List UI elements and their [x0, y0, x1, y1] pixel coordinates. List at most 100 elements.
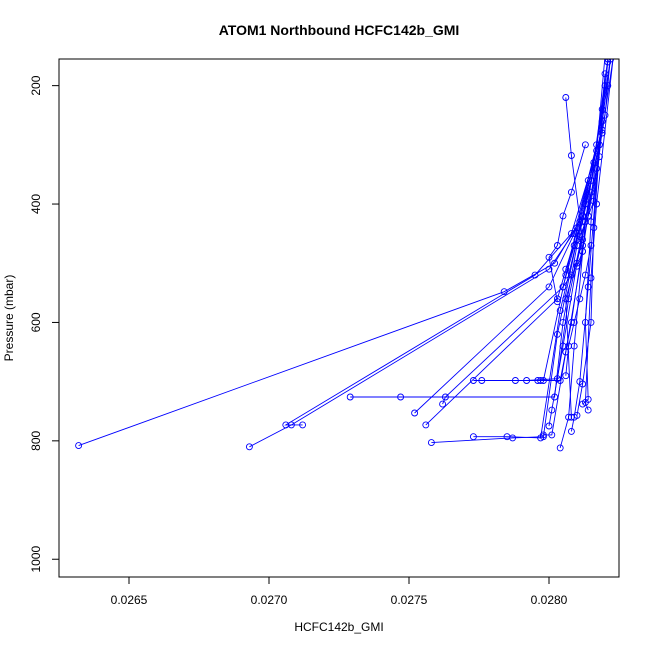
data-point-0-9-0 — [469, 377, 477, 384]
data-point-0-11-0 — [537, 377, 545, 384]
series-line-0-5 — [425, 59, 611, 426]
data-point-0-13-1 — [548, 406, 556, 414]
series-line-0-0 — [78, 59, 611, 447]
data-point-0-20-5 — [581, 141, 589, 149]
data-point-0-15-1 — [567, 152, 575, 159]
series-line-0-13 — [548, 168, 598, 427]
series-line-0-18 — [582, 61, 609, 405]
data-point-0-21-1 — [579, 247, 587, 255]
series-line-0-23 — [565, 245, 592, 376]
series-line-0-20 — [548, 144, 586, 302]
data-point-0-18-2 — [581, 318, 589, 326]
data-point-0-12-0 — [539, 431, 547, 439]
data-point-0-21-5 — [598, 126, 606, 134]
data-point-0-15-3 — [562, 295, 570, 303]
data-point-0-7-1 — [441, 393, 449, 401]
series-line-0-15 — [565, 97, 584, 418]
plot-frame — [58, 58, 620, 578]
data-point-0-20-0 — [553, 298, 561, 306]
data-point-0-16-0 — [567, 427, 575, 435]
x-axis-label: HCFC142b_GMI — [294, 620, 383, 634]
data-point-0-23-0 — [562, 372, 570, 380]
data-point-0-22-5 — [587, 176, 595, 184]
y-axis-label: Pressure (mbar) — [2, 275, 16, 362]
data-point-0-20-4 — [567, 188, 575, 196]
data-point-0-4-0 — [411, 409, 419, 417]
series-line-0-14 — [559, 85, 606, 449]
data-point-0-19-4 — [611, 59, 616, 60]
chart-title: ATOM1 Northbound HCFC142b_GMI — [219, 22, 460, 38]
data-point-0-8-0 — [469, 433, 477, 441]
data-point-0-19-2 — [587, 274, 595, 282]
data-point-0-8-1 — [503, 433, 511, 441]
y-tick-label: 600 — [29, 312, 43, 332]
x-tick-label: 0.0275 — [391, 593, 428, 607]
data-point-0-20-2 — [553, 242, 561, 249]
data-point-0-4-2 — [570, 230, 578, 238]
x-axis: 0.0265 0.0270 0.0275 0.0280 — [111, 576, 568, 607]
data-layer — [75, 59, 616, 452]
data-point-0-20-1 — [545, 253, 553, 261]
data-point-0-23-3 — [576, 295, 584, 303]
data-point-0-19-0 — [584, 406, 592, 414]
data-point-0-14-0 — [556, 444, 564, 452]
x-tick-label: 0.0280 — [531, 593, 568, 607]
x-tick-label: 0.0270 — [251, 593, 288, 607]
y-tick-label: 400 — [29, 194, 43, 214]
data-point-0-8-3 — [556, 307, 564, 315]
data-point-0-10-0 — [511, 377, 519, 384]
series-line-0-17 — [576, 73, 606, 416]
data-point-0-21-4 — [590, 197, 598, 205]
data-point-0-1-0 — [245, 443, 253, 451]
data-point-0-7-0 — [439, 400, 447, 408]
data-point-0-13-0 — [545, 422, 553, 430]
data-point-0-2-0 — [299, 421, 307, 429]
data-point-0-22-2 — [562, 265, 570, 273]
y-tick-label: 800 — [29, 430, 43, 450]
series-line-0-4 — [414, 59, 612, 414]
data-point-0-17-1 — [579, 380, 587, 388]
data-point-0-16-3 — [584, 283, 592, 291]
data-point-0-3-1 — [397, 393, 405, 401]
series-line-0-2 — [284, 59, 606, 426]
data-point-0-22-0 — [559, 283, 567, 291]
data-point-0-2-5 — [603, 59, 607, 60]
y-axis: 200 400 600 800 1000 — [29, 75, 60, 573]
y-tick-label: 200 — [29, 75, 43, 95]
data-point-0-0-0 — [75, 442, 83, 450]
series-line-0-6 — [431, 144, 600, 444]
data-point-0-22-3 — [570, 242, 578, 249]
data-point-0-3-6 — [611, 59, 616, 60]
data-point-0-9-1 — [478, 377, 486, 384]
y-tick-label: 1000 — [29, 546, 43, 573]
data-point-0-21-3 — [584, 212, 592, 220]
data-point-0-23-2 — [570, 318, 578, 326]
data-point-0-2-2 — [531, 271, 539, 279]
data-point-0-17-4 — [601, 70, 609, 78]
data-point-0-23-4 — [581, 271, 589, 279]
data-point-0-22-1 — [567, 271, 575, 279]
series-line-0-16 — [570, 109, 603, 432]
data-point-0-22-4 — [579, 218, 587, 226]
x-tick-label: 0.0265 — [111, 593, 148, 607]
data-point-0-21-2 — [576, 233, 584, 241]
data-point-0-3-0 — [346, 393, 354, 401]
data-point-0-5-0 — [422, 421, 430, 429]
data-point-0-21-0 — [573, 262, 581, 270]
data-point-0-17-0 — [573, 411, 581, 419]
series-line-0-9 — [473, 192, 592, 381]
data-point-0-4-1 — [545, 283, 553, 291]
data-point-0-23-5 — [587, 242, 595, 249]
data-point-0-18-4 — [604, 59, 612, 66]
data-point-0-0-5 — [608, 59, 613, 60]
data-point-0-18-3 — [587, 218, 595, 226]
data-point-0-12-2 — [562, 348, 570, 356]
data-point-0-6-0 — [427, 439, 435, 447]
data-point-0-15-0 — [562, 94, 570, 101]
series-line-0-22 — [562, 180, 592, 288]
data-point-0-12-1 — [548, 431, 556, 439]
data-point-0-20-3 — [559, 212, 567, 220]
data-point-0-19-1 — [581, 398, 589, 406]
data-point-0-2-1 — [282, 421, 290, 429]
